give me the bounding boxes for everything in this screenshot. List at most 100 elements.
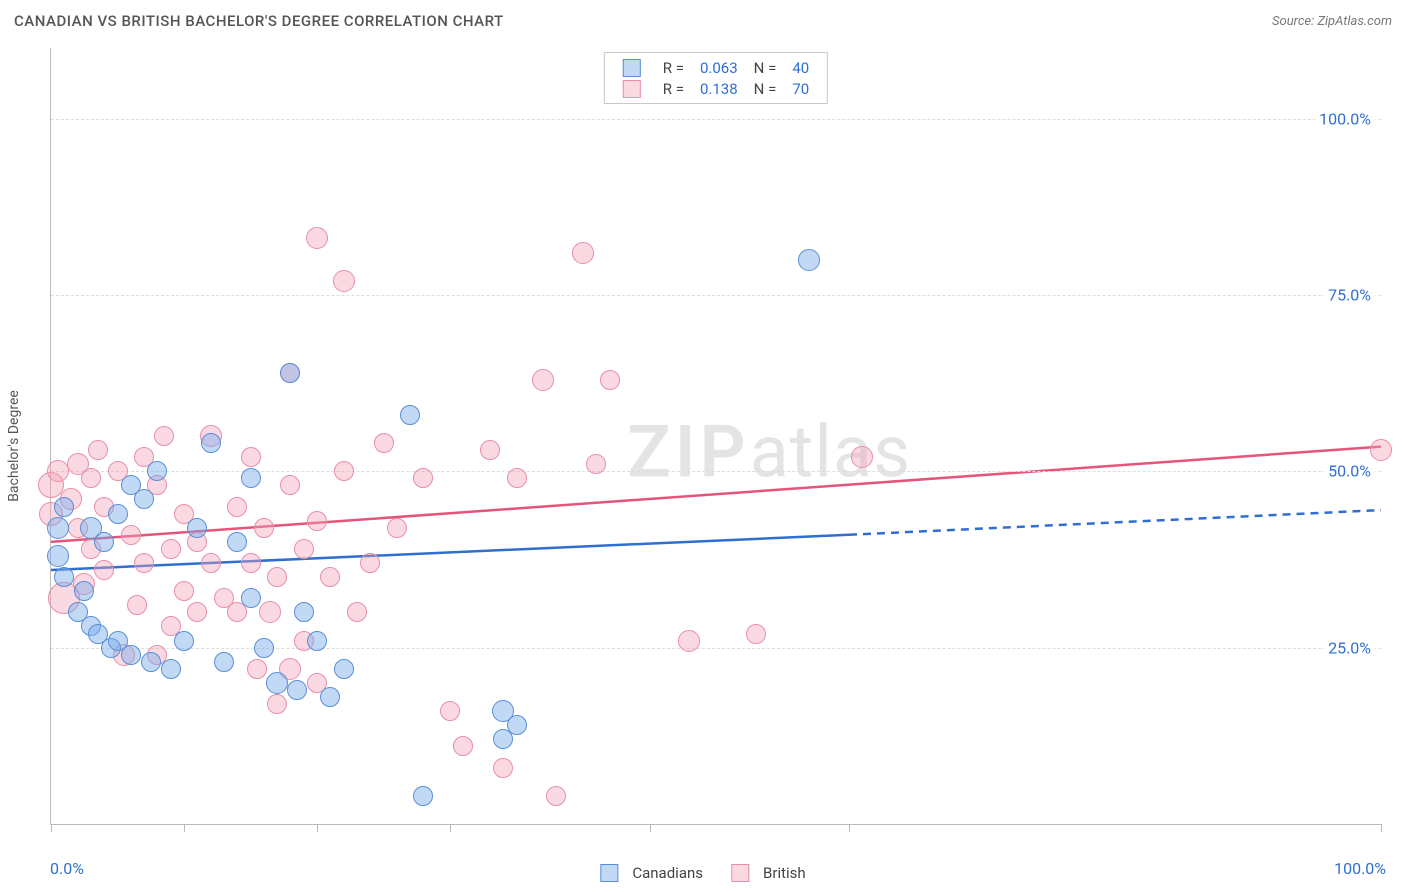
grid-line: [51, 648, 1381, 649]
x-axis-max-label: 100.0%: [1334, 859, 1386, 878]
british-point: [360, 553, 380, 573]
legend-series: Canadians British: [600, 864, 805, 882]
british-point: [81, 468, 101, 488]
british-point: [227, 497, 247, 517]
british-point: [88, 440, 108, 460]
british-point: [127, 595, 147, 615]
canadians-point: [400, 405, 420, 425]
british-point: [94, 560, 114, 580]
legend-row-canadians: R = 0.063 N = 40: [615, 57, 817, 78]
swatch-canadians-icon: [600, 864, 618, 882]
british-point: [320, 567, 340, 587]
canadians-point: [201, 433, 221, 453]
x-axis-min-label: 0.0%: [50, 859, 84, 878]
canadians-point: [334, 659, 354, 679]
grid-line: [51, 295, 1381, 296]
scatter-plot-area: ZIPatlas R = 0.063 N = 40 R = 0.138 N = …: [50, 48, 1381, 825]
british-point: [851, 446, 873, 468]
y-tick-label: 25.0%: [1324, 638, 1375, 657]
y-tick-label: 75.0%: [1324, 285, 1375, 304]
x-tick: [51, 824, 52, 832]
british-point: [134, 553, 154, 573]
chart-header: CANADIAN VS BRITISH BACHELOR'S DEGREE CO…: [0, 0, 1406, 42]
canadians-point: [47, 517, 69, 539]
chart-source: Source: ZipAtlas.com: [1272, 14, 1392, 29]
british-point: [307, 511, 327, 531]
british-point: [254, 518, 274, 538]
british-point: [187, 602, 207, 622]
legend-correlation: R = 0.063 N = 40 R = 0.138 N = 70: [604, 52, 828, 104]
british-point: [507, 468, 527, 488]
canadians-point: [287, 680, 307, 700]
legend-item-canadians: Canadians: [600, 864, 703, 882]
british-point: [267, 694, 287, 714]
canadians-point: [266, 672, 288, 694]
british-point: [267, 567, 287, 587]
canadians-point: [214, 652, 234, 672]
canadians-point: [227, 532, 247, 552]
grid-line: [51, 119, 1381, 120]
x-tick: [849, 824, 850, 832]
british-point: [241, 553, 261, 573]
british-point: [572, 242, 594, 264]
british-point: [154, 426, 174, 446]
canadians-point: [141, 652, 161, 672]
swatch-british-icon: [623, 80, 641, 98]
x-tick: [317, 824, 318, 832]
canadians-point: [294, 602, 314, 622]
canadians-point: [241, 468, 261, 488]
british-point: [259, 601, 281, 623]
canadians-point: [54, 567, 74, 587]
x-tick: [450, 824, 451, 832]
trend-lines: [51, 48, 1381, 824]
british-point: [746, 624, 766, 644]
canadians-point: [413, 786, 433, 806]
canadians-point: [798, 249, 820, 271]
british-point: [306, 227, 328, 249]
canadians-point: [108, 504, 128, 524]
british-point: [347, 602, 367, 622]
british-point: [586, 454, 606, 474]
canadians-point: [320, 687, 340, 707]
canadians-point: [187, 518, 207, 538]
british-point: [600, 370, 620, 390]
canadians-point: [307, 631, 327, 651]
british-point: [334, 461, 354, 481]
canadians-point: [241, 588, 261, 608]
british-point: [453, 736, 473, 756]
y-tick-label: 50.0%: [1324, 462, 1375, 481]
british-point: [532, 369, 554, 391]
canadians-point: [280, 363, 300, 383]
chart-title: CANADIAN VS BRITISH BACHELOR'S DEGREE CO…: [14, 12, 504, 30]
canadians-point: [121, 645, 141, 665]
x-tick: [650, 824, 651, 832]
british-point: [174, 581, 194, 601]
british-point: [201, 553, 221, 573]
british-point: [247, 659, 267, 679]
canadians-point: [134, 489, 154, 509]
british-point: [480, 440, 500, 460]
british-point: [546, 786, 566, 806]
british-point: [374, 433, 394, 453]
british-point: [440, 701, 460, 721]
canadians-point: [507, 715, 527, 735]
british-point: [294, 539, 314, 559]
british-point: [493, 758, 513, 778]
british-point: [241, 447, 261, 467]
x-tick: [184, 824, 185, 832]
legend-item-british: British: [731, 864, 806, 882]
x-tick: [1381, 824, 1382, 832]
british-point: [47, 460, 69, 482]
british-point: [280, 475, 300, 495]
canadians-point: [254, 638, 274, 658]
swatch-british-icon: [731, 864, 749, 882]
legend-row-british: R = 0.138 N = 70: [615, 78, 817, 99]
canadians-point: [54, 497, 74, 517]
british-point: [121, 525, 141, 545]
british-point: [161, 539, 181, 559]
canadians-point: [74, 581, 94, 601]
british-point: [1370, 439, 1392, 461]
british-point: [413, 468, 433, 488]
british-point: [678, 630, 700, 652]
british-point: [387, 518, 407, 538]
